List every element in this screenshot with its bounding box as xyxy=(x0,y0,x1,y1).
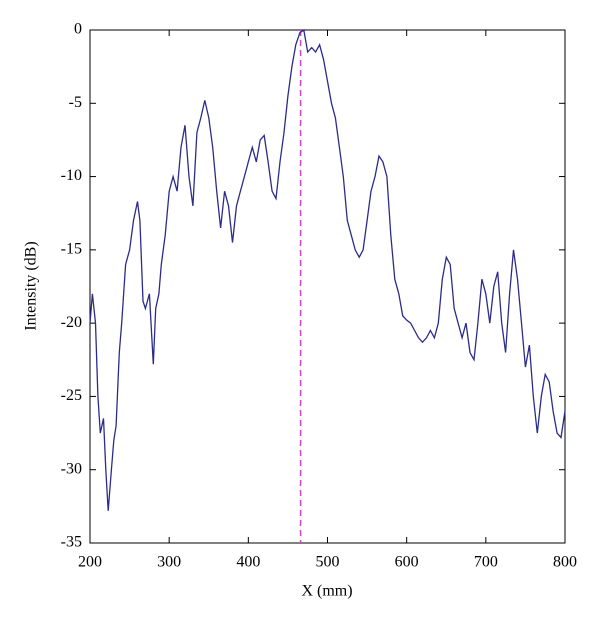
y-tick-label: -5 xyxy=(69,94,82,111)
y-tick-label: -30 xyxy=(61,460,82,477)
x-tick-label: 700 xyxy=(474,554,498,571)
x-tick-label: 300 xyxy=(157,554,181,571)
y-tick-label: -35 xyxy=(61,534,82,551)
x-tick-label: 200 xyxy=(78,554,102,571)
x-tick-label: 400 xyxy=(236,554,260,571)
y-axis-label: Intensity (dB) xyxy=(23,241,40,330)
y-tick-label: 0 xyxy=(74,21,82,38)
y-tick-label: -25 xyxy=(61,387,82,404)
data-line xyxy=(89,28,566,511)
x-tick-label: 600 xyxy=(395,554,419,571)
y-tick-label: -10 xyxy=(61,167,82,184)
x-axis-label: X (mm) xyxy=(301,583,352,600)
y-tick-label: -20 xyxy=(61,314,82,331)
x-tick-label: 800 xyxy=(553,554,577,571)
y-tick-label: -15 xyxy=(61,241,82,258)
x-tick-label: 500 xyxy=(316,554,340,571)
